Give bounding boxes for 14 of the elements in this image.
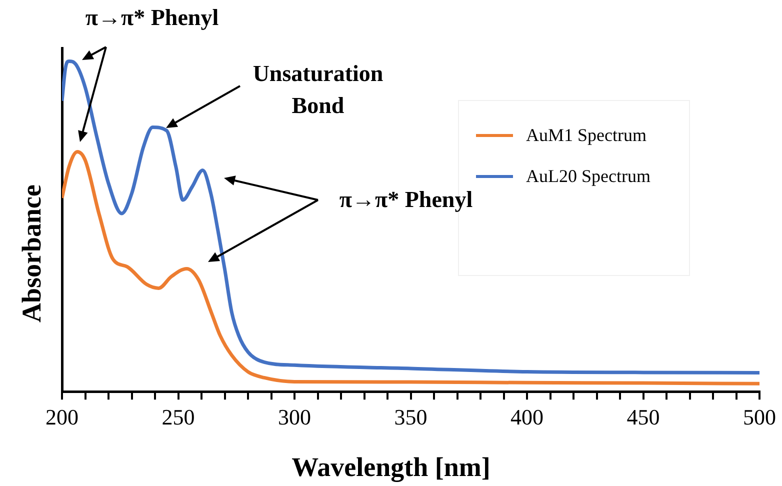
annotation: π→π* Phenyl: [338, 186, 474, 214]
x-tick-label: 450: [626, 404, 660, 430]
x-axis-title: Wavelength [nm]: [290, 452, 492, 483]
x-tick-label: 300: [278, 404, 311, 430]
x-tick-label: 250: [162, 404, 195, 430]
y-axis-title: Absorbance: [16, 184, 48, 325]
x-tick-label: 350: [394, 404, 428, 430]
text: π→π* Phenyl: [84, 4, 220, 32]
legend-label: AuL20 Spectrum: [526, 166, 650, 187]
x-tick-label: 200: [46, 404, 78, 430]
annotation: Unsaturation Bond: [252, 60, 384, 120]
x-tick-label: 500: [743, 404, 776, 430]
legend-label: AuM1 Spectrum: [526, 125, 646, 146]
x-tick-label: 400: [510, 404, 544, 430]
